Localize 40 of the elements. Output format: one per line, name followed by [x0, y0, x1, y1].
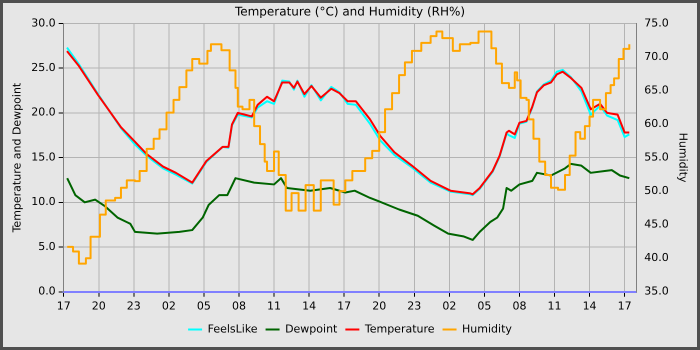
x-tick-label: 08 [232, 299, 246, 312]
legend-label: Humidity [462, 322, 512, 336]
y2-tick-label: 75.0 [644, 16, 669, 30]
x-tick-label: 08 [512, 299, 526, 312]
y2-tick-label: 65.0 [644, 83, 669, 96]
y2-tick-label: 35.0 [644, 284, 669, 298]
legend-label: Dewpoint [285, 322, 338, 336]
y2-tick-label: 45.0 [644, 218, 669, 231]
x-tick-label: 11 [548, 299, 562, 312]
chart-title: Temperature (°C) and Humidity (RH%) [234, 4, 466, 18]
y-tick-label: 5.0 [38, 240, 56, 253]
x-tick-label: 05 [196, 299, 211, 312]
x-tick-label: 23 [407, 299, 422, 312]
x-tick-label: 14 [302, 299, 316, 312]
x-tick-label: 17 [337, 299, 352, 312]
y-tick-label: 15.0 [31, 150, 56, 164]
x-tick-label: 23 [126, 299, 141, 312]
y-tick-label: 20.0 [31, 106, 56, 119]
y2-tick-label: 60.0 [644, 116, 669, 130]
x-tick-label: 02 [442, 299, 456, 312]
y-axis-title: Temperature and Dewpoint [10, 82, 24, 234]
y-tick-label: 25.0 [31, 60, 56, 74]
y-tick-label: 0.0 [38, 284, 56, 298]
y2-axis-title: Humidity [676, 132, 690, 184]
y2-tick-label: 70.0 [644, 50, 669, 63]
x-tick-label: 05 [477, 299, 492, 312]
legend-label: Temperature [364, 322, 435, 336]
y2-tick-label: 50.0 [644, 184, 669, 198]
legend-label: FeelsLike [208, 322, 258, 336]
x-tick-label: 17 [618, 299, 632, 312]
y2-tick-label: 40.0 [644, 251, 669, 264]
y-tick-label: 10.0 [31, 195, 56, 208]
x-tick-label: 02 [162, 299, 176, 312]
x-tick-label: 11 [267, 299, 282, 312]
x-tick-label: 20 [372, 299, 386, 312]
y2-tick-label: 55.0 [644, 150, 669, 164]
x-tick-label: 17 [56, 299, 71, 312]
y-tick-label: 30.0 [31, 16, 56, 30]
x-tick-label: 14 [582, 299, 597, 312]
x-tick-label: 20 [92, 299, 106, 312]
